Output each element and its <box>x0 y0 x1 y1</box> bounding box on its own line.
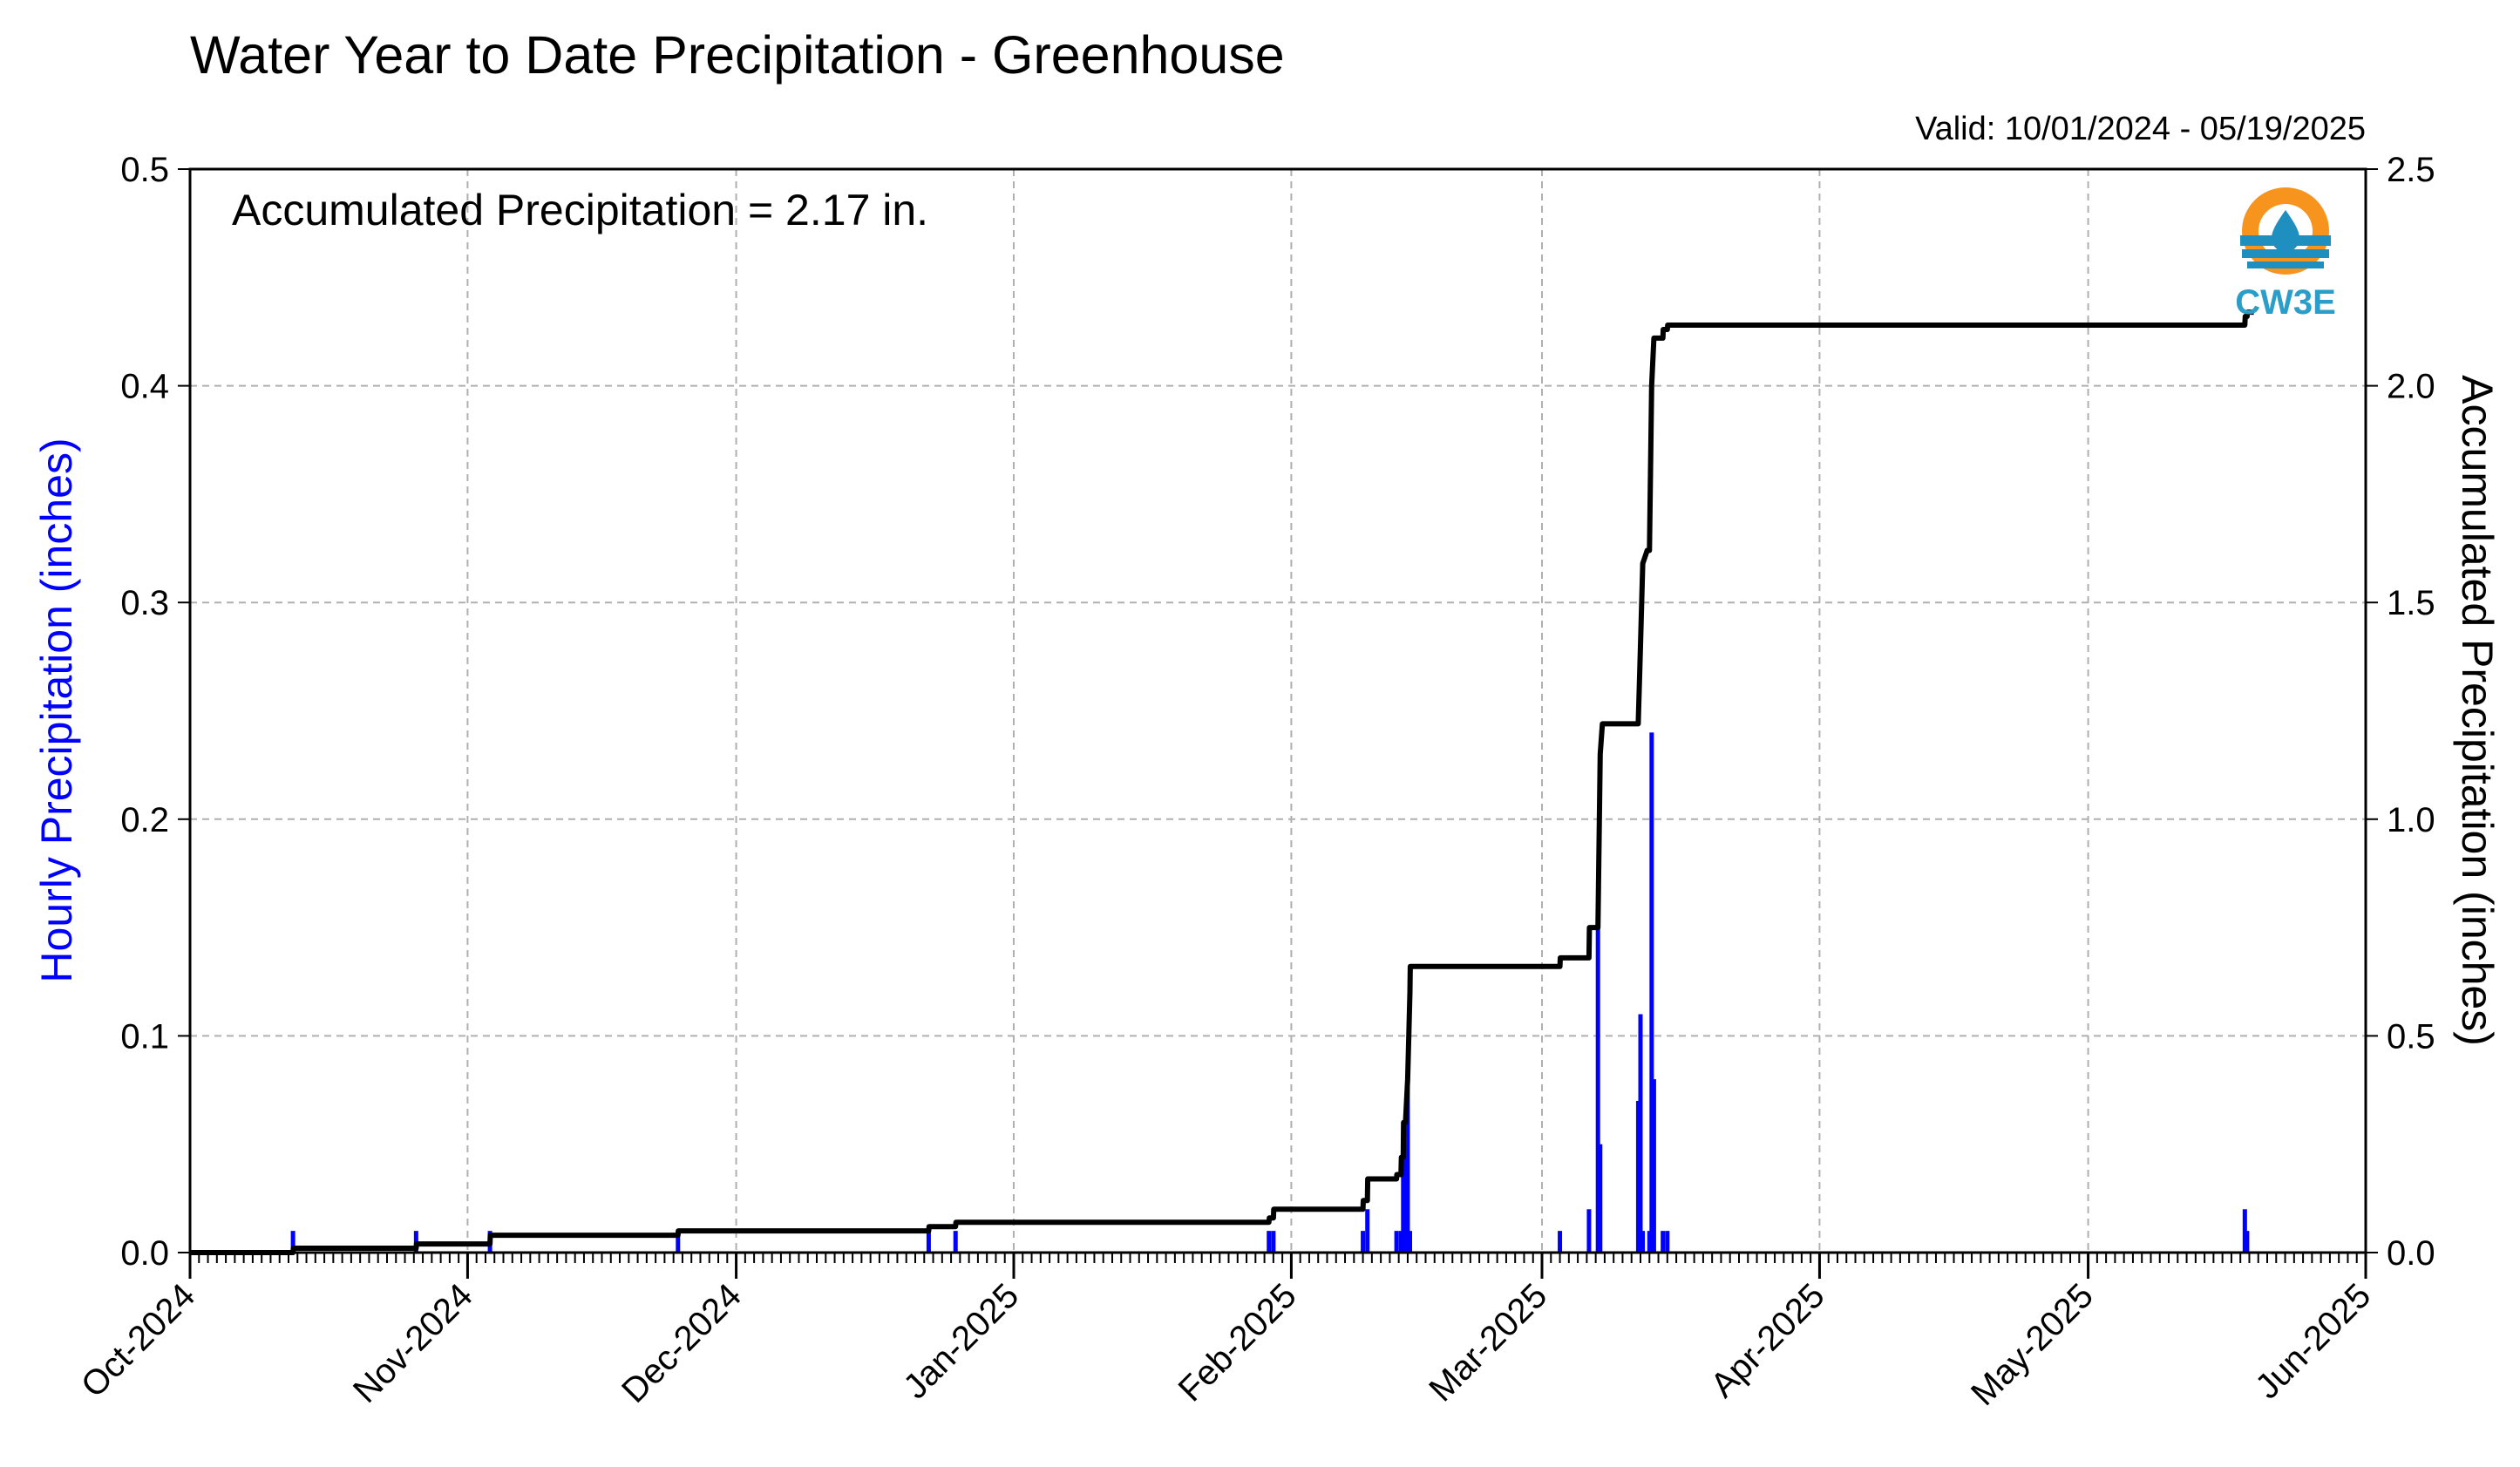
grid-lines <box>190 169 2366 1253</box>
accumulated-line <box>190 309 2254 1255</box>
y-tick-label-right: 1.5 <box>2387 584 2435 622</box>
x-tick-label: Oct-2024 <box>74 1276 202 1404</box>
x-tick-label: Jun-2025 <box>2248 1276 2378 1406</box>
accumulated-series-line <box>190 309 2254 1255</box>
hourly-bar <box>1649 732 1654 1253</box>
hourly-bars <box>290 732 2250 1253</box>
hourly-bar <box>2245 1231 2250 1253</box>
hourly-bar <box>2242 1209 2247 1253</box>
hourly-bar <box>1361 1231 1366 1253</box>
y-tick-label-right: 1.0 <box>2387 801 2435 839</box>
valid-date-range: Valid: 10/01/2024 - 05/19/2025 <box>1915 111 2366 147</box>
y-tick-label-right: 2.0 <box>2387 368 2435 406</box>
hourly-bar <box>1558 1231 1563 1253</box>
hourly-bar <box>1271 1231 1276 1253</box>
x-tick-label: Jan-2025 <box>896 1276 1026 1406</box>
y-tick-label-left: 0.4 <box>120 368 169 406</box>
hourly-bar <box>1651 1079 1656 1253</box>
chart-title: Water Year to Date Precipitation - Green… <box>190 25 1285 85</box>
hourly-bar <box>1365 1209 1370 1253</box>
accumulated-annotation: Accumulated Precipitation = 2.17 in. <box>232 186 928 234</box>
hourly-bar <box>290 1231 295 1253</box>
y-axis-label-right: Accumulated Precipitation (inches) <box>2453 375 2502 1046</box>
hourly-bar <box>953 1231 958 1253</box>
hourly-bar <box>1665 1231 1670 1253</box>
x-tick-label: Apr-2025 <box>1703 1276 1831 1404</box>
hourly-bar <box>1401 1165 1406 1253</box>
y-tick-label-right: 2.5 <box>2387 151 2435 189</box>
hourly-bar <box>1405 1079 1410 1253</box>
hourly-bar <box>1267 1231 1272 1253</box>
y-tick-label-left: 0.3 <box>120 584 169 622</box>
hourly-bar <box>1408 1231 1413 1253</box>
hourly-bar <box>1586 1209 1592 1253</box>
hourly-bar <box>1598 1144 1603 1253</box>
hourly-bar <box>1595 927 1600 1253</box>
logo-waves <box>2247 261 2324 268</box>
x-tick-label: Nov-2024 <box>346 1276 480 1410</box>
hourly-bar <box>1640 1231 1646 1253</box>
hourly-bar <box>1638 1014 1643 1253</box>
x-tick-label: Dec-2024 <box>615 1276 749 1410</box>
y-tick-label-left: 0.5 <box>120 151 169 189</box>
y-tick-label-right: 0.0 <box>2387 1234 2435 1273</box>
y-tick-label-left: 0.0 <box>120 1234 169 1273</box>
plot-frame <box>188 167 2367 1254</box>
hourly-bar <box>1398 1231 1403 1253</box>
hourly-bar <box>676 1231 681 1253</box>
y-tick-label-left: 0.2 <box>120 801 169 839</box>
logo-waves <box>2242 249 2329 258</box>
logo-text: CW3E <box>2235 283 2336 322</box>
hourly-bar <box>1394 1231 1399 1253</box>
hourly-bar <box>1635 1100 1640 1253</box>
y-axis-label-left: Hourly Precipitation (inches) <box>32 438 81 982</box>
hourly-bar <box>926 1231 931 1253</box>
hourly-bar <box>1403 1122 1408 1253</box>
logo-waves <box>2240 235 2331 246</box>
x-tick-label: May-2025 <box>1964 1276 2101 1413</box>
hourly-bar <box>1647 1231 1652 1253</box>
x-tick-label: Mar-2025 <box>1422 1276 1554 1409</box>
y-tick-label-right: 0.5 <box>2387 1017 2435 1056</box>
x-tick-label: Feb-2025 <box>1172 1276 1304 1409</box>
y-tick-label-left: 0.1 <box>120 1017 169 1056</box>
hourly-bar <box>1661 1231 1666 1253</box>
cw3e-logo: CW3E <box>2235 187 2336 322</box>
